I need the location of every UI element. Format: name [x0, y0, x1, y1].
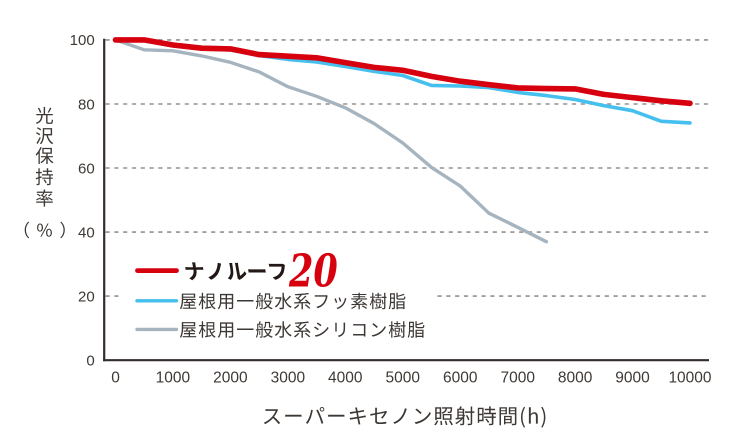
- y-tick-label-0: 0: [86, 353, 94, 370]
- gridlines: [105, 39, 710, 297]
- legend-brand-text: ナノルーフ: [185, 261, 288, 284]
- legend-label-fluorine-glyphs: [179, 292, 406, 310]
- x-axis-title-glyphs: [263, 406, 546, 428]
- legend-label-fluorine-text: 屋根用一般水系フッ素樹脂: [179, 292, 395, 312]
- y-axis-title-text: 光沢保持率（%）: [30, 184, 172, 204]
- x-tick-label-1000: 1000: [156, 370, 191, 387]
- x-tick-label-3000: 3000: [271, 370, 306, 387]
- x-tick-label-7000: 7000: [500, 370, 535, 387]
- legend-brand-glyphs: [185, 262, 285, 281]
- tick-labels: 0 1000 2000 3000 4000 5000 6000 7000 8000 9000 100…: [70, 32, 712, 386]
- y-axis-unit-glyphs: [24, 221, 65, 239]
- series-line-1: [113, 38, 692, 125]
- y-axis-title-glyphs: [35, 106, 54, 207]
- x-tick-label-0: 0: [111, 370, 120, 387]
- legend: ナノルーフ 20 屋根用一般水系フッ素樹脂 屋根用一般水系シリコン樹脂: [121, 244, 438, 346]
- y-tick-label-80: 80: [78, 96, 95, 113]
- axes: [103, 38, 709, 362]
- y-axis-title: 光沢保持率（%）: [24, 106, 172, 239]
- x-axis-title: スーパーキセノン照射時間(h): [262, 406, 546, 429]
- x-tick-label-5000: 5000: [386, 370, 421, 387]
- series-lines: [112, 37, 693, 244]
- x-tick-label-8000: 8000: [558, 370, 593, 387]
- legend-brand-number: 20: [288, 244, 338, 298]
- y-tick-label-100: 100: [70, 32, 95, 49]
- legend-label-silicone-glyphs: [179, 321, 425, 338]
- series-line-0: [112, 37, 693, 107]
- legend-label-silicone-text: 屋根用一般水系シリコン樹脂: [179, 320, 413, 340]
- x-tick-label-6000: 6000: [443, 370, 478, 387]
- x-tick-label-4000: 4000: [328, 370, 363, 387]
- x-tick-label-2000: 2000: [213, 370, 248, 387]
- x-tick-label-10000: 10000: [668, 370, 711, 387]
- series-line-2: [113, 38, 549, 244]
- y-tick-label-20: 20: [78, 288, 95, 305]
- y-tick-label-60: 60: [78, 160, 95, 177]
- x-axis-title-text: スーパーキセノン照射時間(h): [262, 406, 526, 429]
- x-tick-label-9000: 9000: [615, 370, 650, 387]
- y-tick-label-40: 40: [78, 224, 95, 241]
